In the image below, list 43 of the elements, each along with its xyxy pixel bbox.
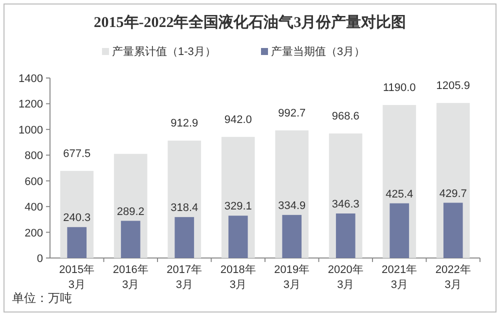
data-label: 912.9	[170, 118, 198, 130]
x-tick-label: 2018年 3月	[220, 264, 256, 291]
legend-label: 产量当期值（3月）	[271, 45, 366, 58]
y-tick-label: 1400	[18, 73, 43, 85]
y-tick-label: 1000	[18, 124, 43, 136]
bar	[390, 203, 410, 258]
chart-title: 2015年-2022年全国液化石油气3月份产量对比图	[94, 13, 406, 31]
x-tick-label: 2017年 3月	[166, 264, 202, 291]
bar	[282, 214, 302, 258]
x-tick-label: 2019年 3月	[274, 264, 310, 291]
text: 单位：万吨	[12, 291, 72, 305]
bar	[336, 213, 356, 258]
y-tick-label: 400	[24, 202, 43, 214]
data-label: 677.5	[63, 148, 91, 160]
bar	[443, 202, 463, 258]
data-label: 968.6	[332, 110, 360, 122]
data-label: 1205.9	[436, 80, 470, 92]
data-label: 942.0	[224, 114, 252, 126]
data-label: 429.7	[439, 188, 467, 200]
data-label: 992.7	[278, 107, 306, 120]
data-label: 318.4	[170, 202, 198, 214]
data-label: 1190.0	[382, 82, 416, 94]
data-label: 289.2	[116, 206, 144, 218]
y-tick-label: 800	[24, 150, 43, 162]
data-label: 425.4	[386, 188, 414, 200]
x-tick-label: 2020年 3月	[328, 264, 364, 291]
bar	[120, 220, 140, 258]
bar	[228, 216, 248, 258]
y-tick-label: 600	[24, 176, 43, 188]
x-tick-label: 2015年 3月	[59, 264, 95, 291]
y-tick-label: 1200	[18, 98, 43, 111]
x-tick-label: 2016年 3月	[112, 264, 148, 291]
x-tick-label: 2022年 3月	[435, 264, 471, 291]
legend-label: 产量累计值（1-3月）	[112, 45, 216, 58]
bar	[174, 217, 194, 258]
y-tick-label: 0	[36, 253, 43, 265]
y-tick-label: 200	[24, 227, 43, 240]
data-label: 334.9	[278, 200, 306, 212]
data-label: 240.3	[63, 212, 91, 224]
data-label: 346.3	[332, 198, 360, 210]
bar	[67, 227, 87, 258]
data-label: 329.1	[224, 200, 252, 213]
x-tick-label: 2021年 3月	[382, 264, 418, 291]
